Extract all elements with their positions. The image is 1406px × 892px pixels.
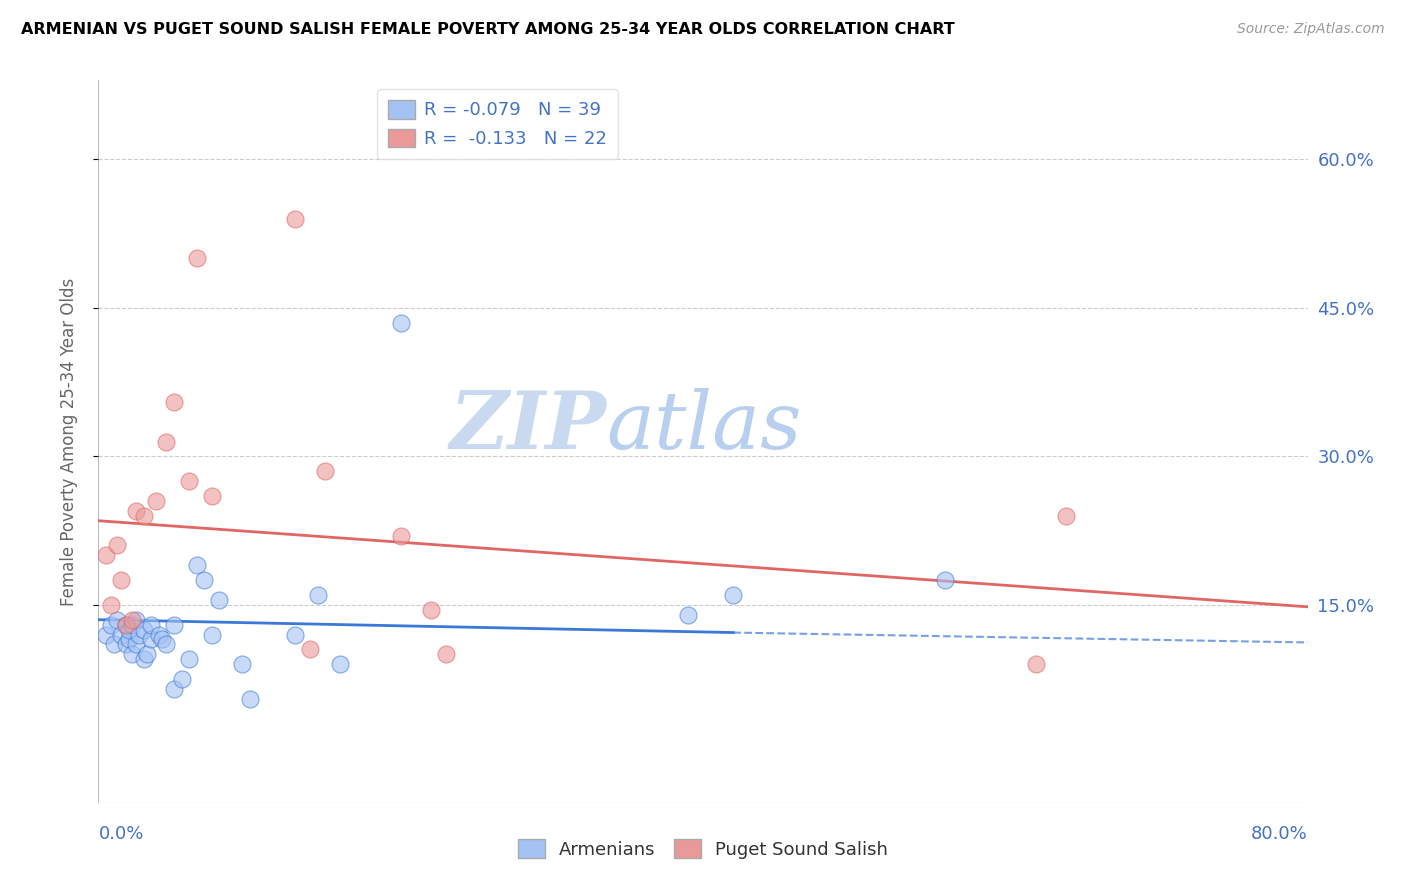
Text: ARMENIAN VS PUGET SOUND SALISH FEMALE POVERTY AMONG 25-34 YEAR OLDS CORRELATION : ARMENIAN VS PUGET SOUND SALISH FEMALE PO… bbox=[21, 22, 955, 37]
Point bbox=[132, 623, 155, 637]
Point bbox=[135, 648, 157, 662]
Point bbox=[148, 627, 170, 641]
Point bbox=[179, 652, 201, 666]
Point bbox=[125, 504, 148, 518]
Point bbox=[114, 617, 136, 632]
Point bbox=[155, 637, 177, 651]
Point bbox=[1024, 657, 1046, 672]
Point bbox=[150, 632, 173, 647]
Point bbox=[307, 588, 329, 602]
Point bbox=[125, 637, 148, 651]
Point bbox=[389, 316, 412, 330]
Point bbox=[100, 598, 122, 612]
Point bbox=[186, 558, 208, 573]
Point bbox=[105, 539, 128, 553]
Point bbox=[121, 648, 143, 662]
Text: ZIP: ZIP bbox=[450, 388, 606, 466]
Point bbox=[118, 632, 141, 647]
Point bbox=[100, 617, 122, 632]
Point bbox=[145, 494, 167, 508]
Point bbox=[121, 617, 143, 632]
Point bbox=[186, 252, 208, 266]
Point bbox=[299, 642, 322, 657]
Point bbox=[1054, 508, 1077, 523]
Point bbox=[179, 474, 201, 488]
Point bbox=[105, 613, 128, 627]
Point bbox=[231, 657, 253, 672]
Point bbox=[132, 652, 155, 666]
Point bbox=[201, 627, 224, 641]
Point bbox=[163, 617, 186, 632]
Point bbox=[132, 508, 155, 523]
Point bbox=[125, 613, 148, 627]
Point bbox=[193, 573, 215, 587]
Text: atlas: atlas bbox=[606, 388, 801, 466]
Point bbox=[239, 691, 262, 706]
Text: 0.0%: 0.0% bbox=[98, 824, 143, 843]
Point bbox=[208, 593, 231, 607]
Point bbox=[329, 657, 352, 672]
Point bbox=[284, 211, 307, 226]
Point bbox=[114, 637, 136, 651]
Point bbox=[284, 627, 307, 641]
Point bbox=[141, 632, 163, 647]
Point bbox=[118, 623, 141, 637]
Point bbox=[934, 573, 956, 587]
Point bbox=[163, 681, 186, 696]
Point bbox=[389, 528, 412, 542]
Point bbox=[314, 464, 336, 478]
Point bbox=[110, 573, 132, 587]
Point bbox=[94, 627, 117, 641]
Point bbox=[676, 607, 699, 622]
Point bbox=[163, 395, 186, 409]
Point bbox=[94, 549, 117, 563]
Text: Source: ZipAtlas.com: Source: ZipAtlas.com bbox=[1237, 22, 1385, 37]
Point bbox=[420, 603, 443, 617]
Point bbox=[155, 434, 177, 449]
Point bbox=[434, 648, 457, 662]
Point bbox=[103, 637, 125, 651]
Point bbox=[201, 489, 224, 503]
Point bbox=[110, 627, 132, 641]
Legend: Armenians, Puget Sound Salish: Armenians, Puget Sound Salish bbox=[510, 832, 896, 866]
Point bbox=[121, 613, 143, 627]
Point bbox=[170, 672, 193, 686]
Point bbox=[128, 627, 150, 641]
Text: 80.0%: 80.0% bbox=[1251, 824, 1308, 843]
Y-axis label: Female Poverty Among 25-34 Year Olds: Female Poverty Among 25-34 Year Olds bbox=[59, 277, 77, 606]
Point bbox=[141, 617, 163, 632]
Point bbox=[114, 617, 136, 632]
Point bbox=[723, 588, 745, 602]
